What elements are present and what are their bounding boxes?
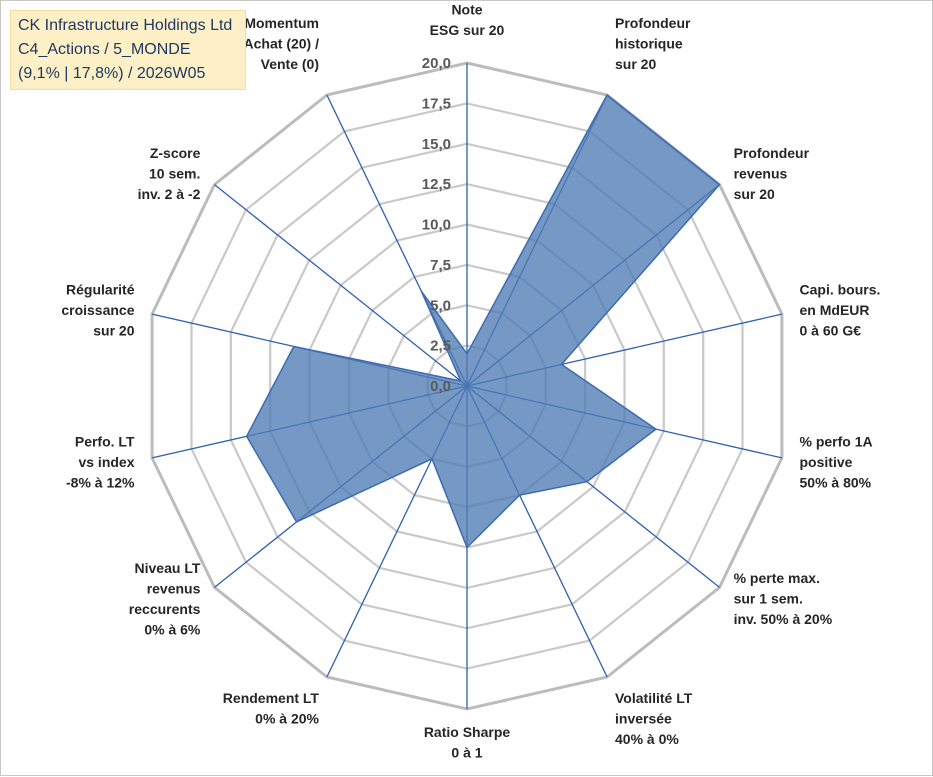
axis-label-line: inv. 2 à -2: [138, 186, 201, 202]
axis-label-line: Ratio Sharpe: [424, 724, 511, 740]
axis-label: Z-score 10 sem. inv. 2 à -2: [138, 145, 201, 202]
axis-label-line: Profondeur: [734, 145, 810, 161]
axis-label: Ratio Sharpe 0 à 1: [424, 724, 511, 761]
radar-series: [245, 94, 721, 549]
axis-label-line: 0 à 60 G€: [800, 323, 862, 339]
tick-label: 15,0: [422, 136, 451, 153]
tick-label: 20,0: [422, 55, 451, 72]
axis-label-line: 0% à 20%: [255, 711, 319, 727]
axis-label-line: Niveau LT: [135, 560, 201, 576]
axis-label-line: Note: [451, 2, 482, 18]
tick-label: 0,0: [430, 378, 451, 395]
axis-label-line: sur 20: [734, 186, 775, 202]
axis-label: % perte max. sur 1 sem. inv. 50% à 20%: [734, 570, 833, 627]
data-series-area: [245, 94, 721, 549]
axis-label-line: Perfo. LT: [75, 433, 135, 449]
chart-title-stats: (9,1% | 17,8%) / 2026W05: [18, 65, 206, 82]
tick-label: 7,5: [430, 257, 451, 274]
axis-label-line: Volatilité LT: [615, 690, 693, 706]
axis-label-line: Régularité: [66, 282, 135, 298]
axis-label-line: sur 20: [93, 323, 134, 339]
axis-label-line: Vente (0): [261, 56, 319, 72]
radar-axis-labels: Note ESG sur 20 Profondeur historique sur 20…: [61, 2, 880, 761]
chart-title-box: CK Infrastructure Holdings Ltd C4_Action…: [10, 10, 246, 90]
tick-label: 5,0: [430, 297, 451, 314]
axis-label-line: 10 sem.: [149, 165, 200, 181]
tick-label: 2,5: [430, 338, 451, 355]
radar-tick-labels: 0,0 2,5 5,0 7,5 10,0 12,5 15,0 17,5 20,0: [422, 55, 451, 395]
axis-label-line: 40% à 0%: [615, 731, 679, 747]
axis-label: Perfo. LT vs index -8% à 12%: [66, 433, 135, 490]
axis-label: Capi. bours. en MdEUR 0 à 60 G€: [800, 282, 881, 339]
axis-label-line: Achat (20) /: [244, 35, 320, 51]
axis-label-line: 0 à 1: [451, 745, 482, 761]
axis-label-line: inv. 50% à 20%: [734, 611, 833, 627]
axis-label: Régularité croissance sur 20: [61, 282, 134, 339]
axis-label: Note ESG sur 20: [430, 2, 505, 39]
axis-label: Profondeur revenus sur 20: [734, 145, 810, 202]
axis-label-line: -8% à 12%: [66, 474, 135, 490]
axis-label-line: 50% à 80%: [800, 474, 872, 490]
tick-label: 10,0: [422, 217, 451, 234]
axis-label-line: Z-score: [150, 145, 201, 161]
axis-label-line: ESG sur 20: [430, 22, 505, 38]
axis-label-line: sur 20: [615, 56, 656, 72]
axis-label-line: revenus: [147, 580, 201, 596]
axis-label-line: Rendement LT: [223, 690, 320, 706]
axis-label: Niveau LT revenus reccurents 0% à 6%: [129, 560, 201, 638]
tick-label: 17,5: [422, 95, 451, 112]
chart-title-company: CK Infrastructure Holdings Ltd: [18, 17, 233, 34]
axis-label: Volatilité LT inversée 40% à 0%: [615, 690, 693, 747]
axis-label-line: revenus: [734, 165, 788, 181]
tick-label: 12,5: [422, 176, 451, 193]
axis-label: Momentum Achat (20) / Vente (0): [244, 15, 320, 72]
axis-label-line: historique: [615, 35, 683, 51]
axis-label-line: vs index: [78, 454, 134, 470]
axis-label-line: reccurents: [129, 601, 201, 617]
axis-label-line: Profondeur: [615, 15, 691, 31]
axis-spoke: [214, 184, 468, 387]
axis-label-line: 0% à 6%: [144, 621, 201, 637]
axis-label-line: croissance: [61, 302, 134, 318]
axis-label-line: positive: [800, 454, 853, 470]
axis-label-line: % perfo 1A: [800, 433, 873, 449]
axis-label: % perfo 1A positive 50% à 80%: [800, 433, 873, 490]
axis-label-line: % perte max.: [734, 570, 820, 586]
axis-label: Profondeur historique sur 20: [615, 15, 691, 72]
chart-title-category: C4_Actions / 5_MONDE: [18, 41, 191, 58]
axis-label: Rendement LT 0% à 20%: [223, 690, 320, 727]
axis-label-line: Capi. bours.: [800, 282, 881, 298]
axis-label-line: Momentum: [244, 15, 319, 31]
axis-label-line: sur 1 sem.: [734, 591, 803, 607]
axis-label-line: en MdEUR: [800, 302, 870, 318]
axis-label-line: inversée: [615, 711, 672, 727]
